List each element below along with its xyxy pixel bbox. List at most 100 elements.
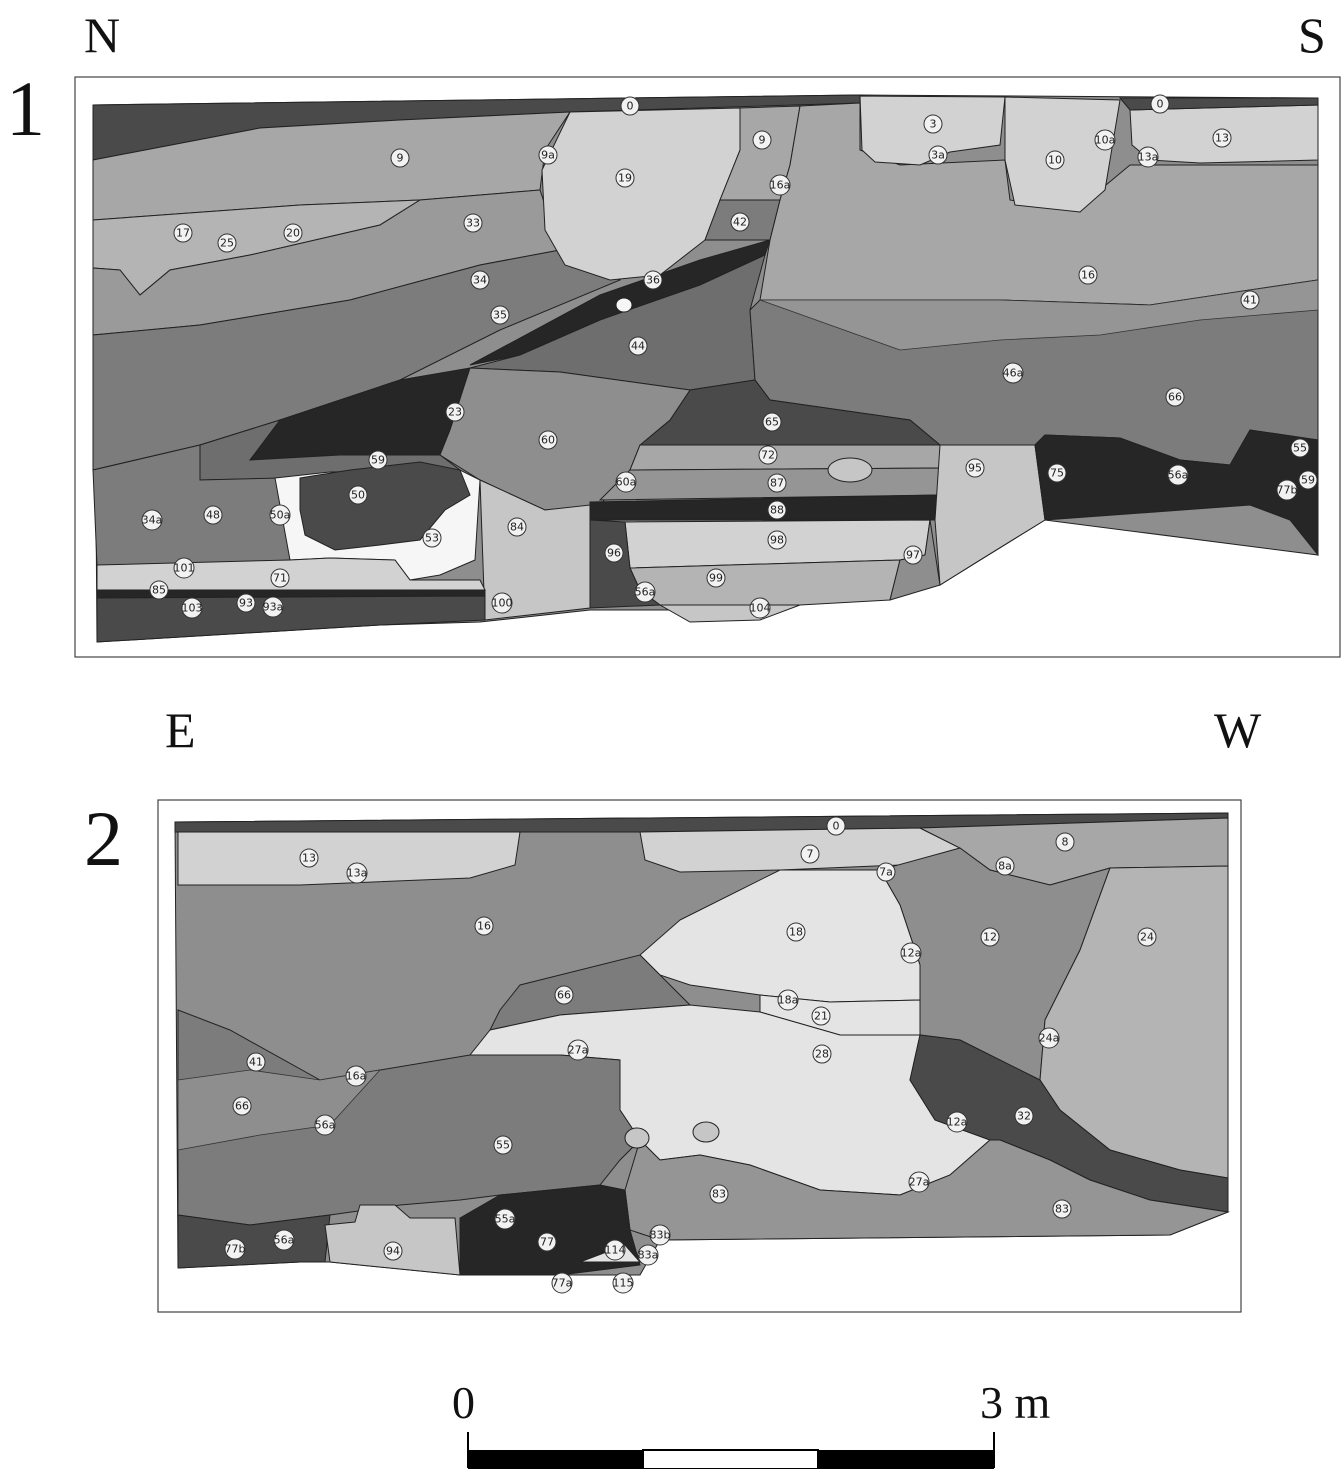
layer-marker-circle: [224, 1238, 246, 1260]
section-1-layer-marker: 36: [643, 270, 663, 290]
section-2-layer-marker: 8: [1055, 832, 1075, 852]
layer-marker-circle: [181, 597, 203, 619]
layer-marker-circle: [643, 270, 663, 290]
layer-marker-label: 56a: [1168, 469, 1189, 482]
layer-marker-circle: [706, 568, 726, 588]
layer-marker-label: 101: [174, 562, 195, 575]
layer-marker-label: 16: [1081, 269, 1095, 282]
layer-marker-label: 23: [448, 406, 462, 419]
section-1-layer-marker: 44: [628, 336, 648, 356]
section-1-layer-marker: 50: [348, 485, 368, 505]
section-2-layer-marker: 77a: [551, 1272, 573, 1294]
section-1-layer-marker: 50a: [269, 504, 291, 526]
section-2-layer-marker: 7: [800, 844, 820, 864]
layer-marker-label: 9a: [541, 149, 555, 162]
layer-marker-label: 18: [789, 926, 803, 939]
section-2-layer-marker: 21: [811, 1006, 831, 1026]
layer-marker-circle: [1045, 150, 1065, 170]
layer-marker-circle: [470, 270, 490, 290]
layer-marker-label: 93: [239, 597, 253, 610]
layer-marker-label: 42: [733, 216, 747, 229]
layer-marker-label: 3: [930, 118, 937, 131]
layer-marker-circle: [538, 430, 558, 450]
section-2-layer-marker: 24a: [1038, 1027, 1060, 1049]
layer-marker-label: 16: [477, 920, 491, 933]
layer-marker-label: 114: [605, 1244, 626, 1257]
layer-marker-label: 27a: [568, 1044, 589, 1057]
layer-marker-label: 66: [235, 1100, 249, 1113]
layer-marker-circle: [1212, 128, 1232, 148]
layer-marker-label: 21: [814, 1010, 828, 1023]
layer-marker-label: 83: [1055, 1203, 1069, 1216]
layer-marker-label: 41: [1243, 294, 1257, 307]
layer-marker-label: 72: [761, 449, 775, 462]
layer-marker-label: 60: [541, 434, 555, 447]
layer-marker-label: 8: [1062, 836, 1069, 849]
section-1-layer-marker: 84: [507, 517, 527, 537]
section-1-layer-marker: 9: [390, 148, 410, 168]
layer-marker-label: 0: [833, 820, 840, 833]
layer-marker-label: 65: [765, 416, 779, 429]
section-1-layer-marker: 17: [173, 223, 193, 243]
layer-marker-circle: [777, 989, 799, 1011]
layer-marker-label: 77b: [1277, 484, 1298, 497]
section-1-layer-marker: 85: [149, 580, 169, 600]
section-1-layer-marker: 3: [923, 114, 943, 134]
layer-marker-circle: [649, 1224, 671, 1246]
layer-marker-label: 44: [631, 340, 645, 353]
layer-marker-circle: [173, 557, 195, 579]
layer-marker-circle: [1052, 1199, 1072, 1219]
section-1-layer-marker: 53: [422, 528, 442, 548]
section-1-layer-marker: 71: [270, 568, 290, 588]
layer-marker-circle: [217, 233, 237, 253]
section-1-layer-marker: 72: [758, 445, 778, 465]
section-1-layer-marker: 34a: [141, 509, 163, 531]
layer-marker-label: 35: [493, 309, 507, 322]
layer-marker-circle: [923, 114, 943, 134]
layer-marker-circle: [270, 568, 290, 588]
layer-marker-circle: [232, 1096, 252, 1116]
layer-77b: [177, 1214, 331, 1269]
layer-marker-circle: [730, 212, 750, 232]
layer-marker-label: 96: [607, 547, 621, 560]
section-1-layer-marker: 13: [1212, 128, 1232, 148]
layer-marker-circle: [173, 223, 193, 243]
section-2-layer-marker: 28: [812, 1044, 832, 1064]
stone-inclusion: [827, 457, 873, 483]
section-1-layer-marker: 20: [283, 223, 303, 243]
layer-marker-label: 60a: [616, 476, 637, 489]
scale-segment-white: [642, 1449, 819, 1469]
section-1-layer-marker: 93: [236, 593, 256, 613]
layer-marker-label: 59: [371, 454, 385, 467]
layer-marker-circle: [346, 862, 368, 884]
layer-marker-label: 17: [176, 227, 190, 240]
layer-99: [629, 559, 901, 606]
layer-marker-circle: [812, 1044, 832, 1064]
layer-marker-label: 103: [182, 602, 203, 615]
section-1-layer-marker: 34: [470, 270, 490, 290]
layer-marker-circle: [348, 485, 368, 505]
layer-marker-label: 41: [249, 1056, 263, 1069]
layer-marker-label: 55a: [495, 1213, 516, 1226]
section-1-layer-marker: 65: [762, 412, 782, 432]
layer-marker-circle: [1165, 387, 1185, 407]
section-2-layer-marker: 16a: [345, 1065, 367, 1087]
layer-marker-label: 77a: [552, 1277, 573, 1290]
layer-marker-circle: [551, 1272, 573, 1294]
section-1-layer-marker: 96: [604, 543, 624, 563]
layer-marker-circle: [1240, 290, 1260, 310]
section-2-layer-marker: 77: [537, 1232, 557, 1252]
section-2-layer-marker: 27a: [567, 1039, 589, 1061]
section-1-layer-marker: 10: [1045, 150, 1065, 170]
section-1-layer-marker: 42: [730, 212, 750, 232]
layer-marker-circle: [758, 445, 778, 465]
section-2-layer-marker: 18: [786, 922, 806, 942]
layer-marker-label: 115: [613, 1277, 634, 1290]
layer-marker-label: 55: [1293, 442, 1307, 455]
layer-marker-circle: [1150, 94, 1170, 114]
layer-marker-circle: [634, 581, 656, 603]
section-1-layer-marker: 41: [1240, 290, 1260, 310]
layer-marker-label: 3a: [931, 149, 945, 162]
section-2-layer-marker: 56a: [273, 1229, 295, 1251]
section-2-layer-marker: 55a: [494, 1208, 516, 1230]
